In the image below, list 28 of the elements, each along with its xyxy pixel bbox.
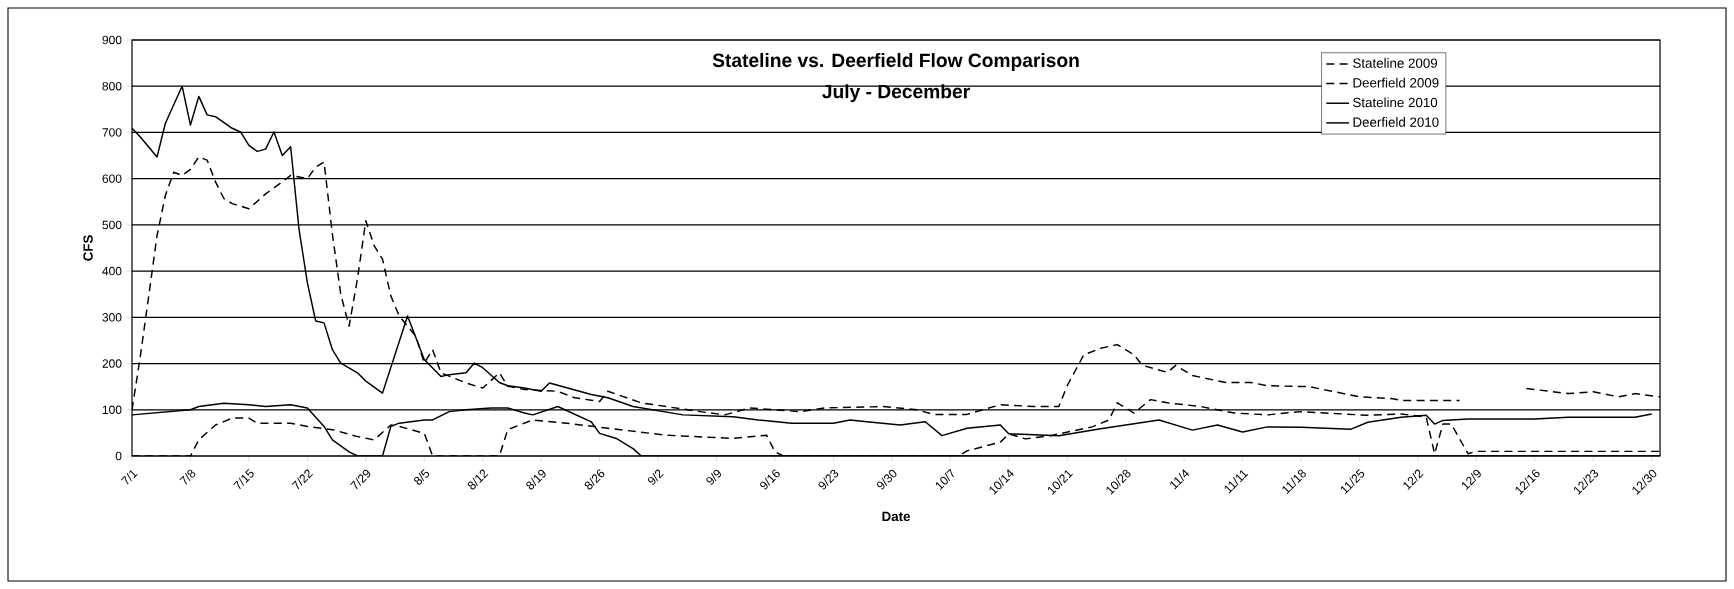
y-tick-label: 300 xyxy=(102,313,122,322)
x-tick-label: 9/9 xyxy=(706,469,722,485)
x-tick-label: 7/8 xyxy=(179,469,196,485)
x-tick-label: 7/1 xyxy=(120,470,138,485)
y-tick-label: 700 xyxy=(102,128,122,137)
y-tick-label: 100 xyxy=(102,405,122,415)
y-tick-label: 400 xyxy=(102,266,122,276)
legend-label: Deerfield 2010 xyxy=(1353,117,1439,127)
x-tick-label: 7/29 xyxy=(350,469,371,490)
text: Stateline vs. Deerfield Flow Comparison xyxy=(712,53,1079,71)
legend-label: Stateline 2009 xyxy=(1353,58,1438,68)
x-tick-label: 7/22 xyxy=(291,469,314,490)
x-tick-label: 8/5 xyxy=(414,469,430,485)
x-tick-label: 7/15 xyxy=(233,469,254,490)
x-tick-label: 11/4 xyxy=(1170,469,1190,490)
legend-label: Deerfield 2009 xyxy=(1353,77,1439,88)
y-axis-title: CFS xyxy=(83,235,93,261)
y-tick-label: 500 xyxy=(102,220,122,230)
x-tick-label: 9/2 xyxy=(647,469,664,485)
y-tick-label: 800 xyxy=(102,81,122,91)
y-tick-label: 200 xyxy=(102,359,122,368)
y-tick-label: 600 xyxy=(102,174,122,183)
x-tick-label: 9/23 xyxy=(818,469,839,490)
y-tick-label: 900 xyxy=(102,35,122,45)
y-tick-label: 0 xyxy=(115,451,122,461)
legend-label: Stateline 2010 xyxy=(1353,97,1438,108)
text: July - December xyxy=(822,84,970,103)
x-axis-title: Date xyxy=(882,511,911,522)
